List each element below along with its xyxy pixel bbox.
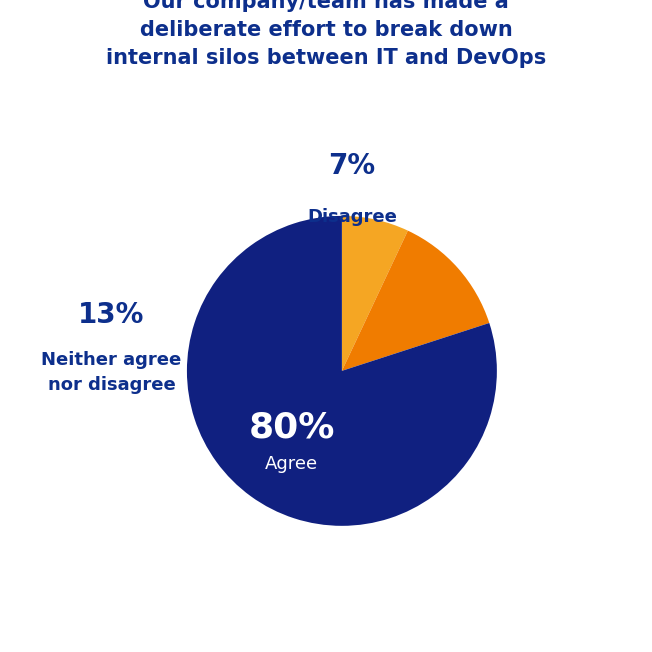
Text: 13%: 13% bbox=[78, 301, 145, 329]
Text: Agree: Agree bbox=[265, 454, 318, 473]
Text: 80%: 80% bbox=[248, 411, 335, 445]
Text: Disagree: Disagree bbox=[307, 208, 397, 226]
Text: Neither agree
nor disagree: Neither agree nor disagree bbox=[41, 351, 181, 394]
Title: Our company/team has made a
deliberate effort to break down
internal silos betwe: Our company/team has made a deliberate e… bbox=[106, 0, 546, 68]
Wedge shape bbox=[342, 216, 408, 371]
Wedge shape bbox=[187, 216, 497, 526]
Wedge shape bbox=[342, 231, 489, 371]
Text: 7%: 7% bbox=[328, 152, 376, 180]
